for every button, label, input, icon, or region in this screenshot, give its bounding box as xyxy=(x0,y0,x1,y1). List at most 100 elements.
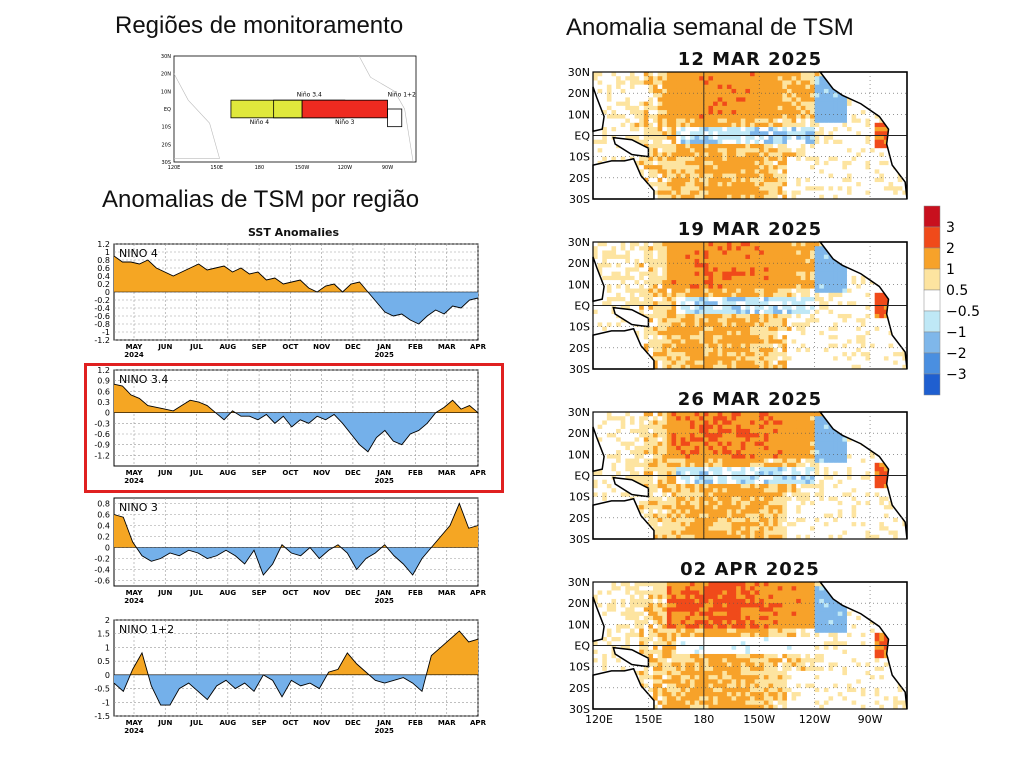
lat-label: 20N xyxy=(568,597,590,610)
lat-label: EQ xyxy=(574,130,590,143)
x-tick-label: MAY xyxy=(126,469,144,477)
map-lon-label: 120E xyxy=(168,165,181,171)
map-lon-label: 90W xyxy=(382,165,393,171)
y-tick-label: 0.4 xyxy=(97,522,110,531)
lat-label: 10N xyxy=(568,108,590,121)
y-tick-label: -0.5 xyxy=(94,685,110,694)
positive-anomaly-area xyxy=(114,384,478,413)
legend-swatch xyxy=(923,310,941,333)
americas-outline xyxy=(358,55,414,163)
map-lat-label: 10N xyxy=(161,89,171,95)
x-tick-label: APR xyxy=(470,469,487,477)
map-lon-label: 120W xyxy=(338,165,353,171)
lat-label: EQ xyxy=(574,640,590,653)
region-box xyxy=(387,108,403,128)
lat-label: 10N xyxy=(568,278,590,291)
year-label: 2024 xyxy=(124,597,144,605)
y-tick-label: 0.6 xyxy=(97,387,110,396)
y-tick-label: -0.6 xyxy=(94,312,110,321)
lat-label: 10S xyxy=(569,491,590,504)
series-line xyxy=(113,502,479,576)
y-tick-label: -0.6 xyxy=(94,430,110,439)
lon-label: 150W xyxy=(743,713,775,726)
x-tick-label: APR xyxy=(470,719,487,727)
map-frame xyxy=(592,411,908,540)
x-tick-label: DEC xyxy=(345,589,361,597)
y-tick-label: -0.6 xyxy=(94,577,110,586)
lon-label: 90W xyxy=(858,713,883,726)
x-tick-label: NOV xyxy=(313,469,331,477)
nino4-chart: -1.2-1-0.8-0.6-0.4-0.200.20.40.60.811.2 M… xyxy=(94,240,487,359)
y-tick-label: 0.8 xyxy=(97,256,110,265)
x-tick-label: JUL xyxy=(189,589,203,597)
anomaly-field xyxy=(593,582,908,710)
x-tick-label: DEC xyxy=(345,343,361,351)
region-box xyxy=(230,99,303,119)
x-tick-label: JUN xyxy=(157,719,172,727)
regions-title: Regiões de monitoramento xyxy=(115,12,404,39)
x-tick-label: JUL xyxy=(189,469,203,477)
map-lon-label: 150E xyxy=(210,165,223,171)
y-tick-label: 0.6 xyxy=(97,511,110,520)
x-tick-label: SEP xyxy=(252,589,267,597)
lat-label: 20S xyxy=(569,342,590,355)
x-tick-label: MAY xyxy=(126,589,144,597)
y-tick-label: 0.3 xyxy=(97,398,110,407)
region-box-label: Niño 1+2 xyxy=(388,92,416,99)
lat-label: 10N xyxy=(568,448,590,461)
y-tick-label: 0.2 xyxy=(97,280,110,289)
x-tick-label: MAR xyxy=(438,589,456,597)
lat-label: 30N xyxy=(568,408,590,419)
x-tick-label: NOV xyxy=(313,719,331,727)
sst-map-26mar: 30N 20N 10N EQ 10S 20S 30S xyxy=(568,408,908,546)
x-tick-label: MAR xyxy=(438,343,456,351)
positive-anomaly-area xyxy=(114,503,478,548)
x-tick-label: APR xyxy=(470,343,487,351)
y-tick-label: 0.6 xyxy=(97,264,110,273)
region-anomalies-title: Anomalias de TSM por região xyxy=(102,186,420,213)
x-tick-label: DEC xyxy=(345,469,361,477)
map-frame xyxy=(592,71,908,200)
nino34-highlight-box xyxy=(84,363,504,493)
x-tick-label: FEB xyxy=(408,343,423,351)
lat-label: 30N xyxy=(568,238,590,249)
nino34-chart: -1.2-0.9 -0.6 -0.30 0.3 0.60.9 1.2 MAY JUN JUL AU… xyxy=(94,366,487,485)
nino3-chart: -0.6 -0.4 -0.2 0 0.2 0.4 0.6 0.8 MAY JUN JUL AUG SEP… xyxy=(94,497,487,605)
year-label: 2025 xyxy=(374,727,394,735)
legend-label: 1 xyxy=(946,262,955,278)
legend-label: −2 xyxy=(946,346,967,362)
y-tick-label: -0.4 xyxy=(94,304,110,313)
map-frame xyxy=(592,581,908,710)
nino12-chart: -1.5 -1 -0.5 0 0.5 1 1.5 2 MAY JUN JUL AUG SEP OCT NOV… xyxy=(94,616,487,735)
lat-label: 10N xyxy=(568,618,590,631)
x-tick-label: NOV xyxy=(313,589,331,597)
region-box-label: Niño 3 xyxy=(335,119,355,126)
y-tick-label: 2 xyxy=(105,616,110,625)
region-box xyxy=(301,99,388,119)
lat-label: 20N xyxy=(568,257,590,270)
series-label: NINO 3.4 xyxy=(119,373,168,386)
x-tick-label: JUL xyxy=(189,343,203,351)
legend-swatch xyxy=(923,373,941,396)
lat-label: 10S xyxy=(569,661,590,674)
x-tick-label: AUG xyxy=(219,469,236,477)
negative-anomaly-area xyxy=(114,547,478,575)
lat-label: 20S xyxy=(569,172,590,185)
negative-anomaly-area xyxy=(114,292,478,324)
region-box-label: Niño 4 xyxy=(250,119,270,126)
year-label: 2025 xyxy=(374,477,394,485)
x-tick-label: SEP xyxy=(252,719,267,727)
map-frame xyxy=(592,241,908,370)
lon-label: 180 xyxy=(693,713,714,726)
lat-label: 20N xyxy=(568,427,590,440)
y-tick-label: -0.9 xyxy=(94,441,110,450)
lat-label: 30S xyxy=(569,193,590,206)
series-label: NINO 1+2 xyxy=(119,623,174,636)
x-tick-label: APR xyxy=(470,589,487,597)
y-tick-label: 1 xyxy=(105,248,110,257)
x-tick-label: MAY xyxy=(126,719,144,727)
x-tick-label: JUN xyxy=(157,589,172,597)
lat-label: 10S xyxy=(569,321,590,334)
year-label: 2024 xyxy=(124,727,144,735)
